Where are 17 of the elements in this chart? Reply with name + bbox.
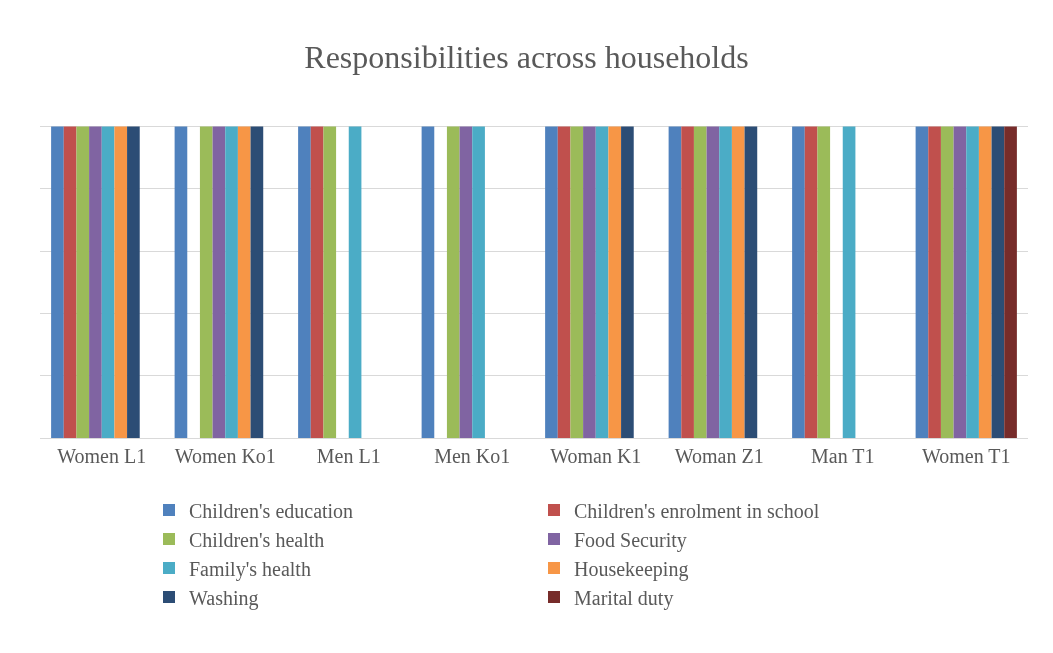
legend-label: Food Security xyxy=(574,528,687,552)
legend-label: Marital duty xyxy=(574,586,674,610)
legend-label: Children's education xyxy=(189,499,354,522)
x-tick-label: Women L1 xyxy=(57,445,147,467)
legend-label: Children's enrolment in school xyxy=(574,499,820,522)
legend-label: Washing xyxy=(189,586,259,610)
chart-title: Responsibilities across households xyxy=(304,39,749,76)
x-tick-label: Woman Z1 xyxy=(674,445,764,467)
x-tick-label: Man T1 xyxy=(810,445,875,467)
legend-label: Housekeeping xyxy=(574,557,689,581)
x-tick-label: Men Ko1 xyxy=(434,445,511,467)
x-tick-label: Women Ko1 xyxy=(174,445,276,467)
x-tick-label: Woman K1 xyxy=(550,445,642,467)
legend-label: Children's health xyxy=(189,528,325,551)
x-tick-label: Women T1 xyxy=(921,445,1011,467)
x-tick-label: Men L1 xyxy=(316,445,381,467)
legend-label: Family's health xyxy=(189,557,311,581)
